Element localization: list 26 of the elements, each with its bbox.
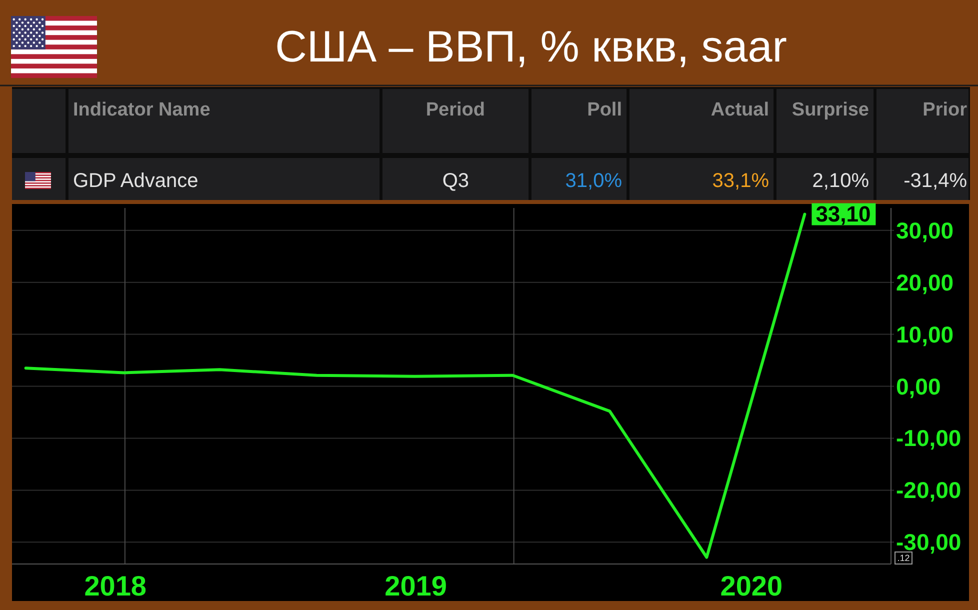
text: 2,10% — [812, 170, 870, 192]
text: GDP Advance — [73, 170, 198, 192]
line-series — [24, 212, 806, 559]
x-tick-label: 2019 — [384, 570, 447, 602]
text: Q3 — [442, 170, 469, 192]
text: -31,4% — [904, 170, 968, 192]
text: 33,1% — [712, 170, 770, 192]
chart-title: США – ВВП, % квкв, saar — [275, 22, 787, 72]
data-label: 33,10 — [816, 202, 871, 227]
y-tick-label: -10,00 — [896, 425, 962, 452]
y-tick-label: 0,00 — [896, 373, 941, 400]
x-tick-label: 2018 — [84, 570, 146, 602]
text: .12 — [897, 553, 910, 563]
text: Surprise — [792, 100, 869, 120]
text: Period — [426, 100, 485, 120]
y-tick-label: 30,00 — [896, 217, 954, 244]
text: Actual — [710, 100, 769, 120]
y-tick-label: 10,00 — [896, 321, 954, 348]
text: Prior — [922, 100, 968, 120]
text: Indicator Name — [73, 100, 210, 120]
x-tick-label: 2020 — [720, 570, 783, 602]
text: Poll — [587, 100, 622, 120]
y-tick-label: 20,00 — [896, 269, 954, 296]
text: 31,0% — [565, 170, 622, 192]
y-tick-label: -20,00 — [896, 477, 962, 504]
y-tick-label: -30,00 — [896, 529, 962, 556]
